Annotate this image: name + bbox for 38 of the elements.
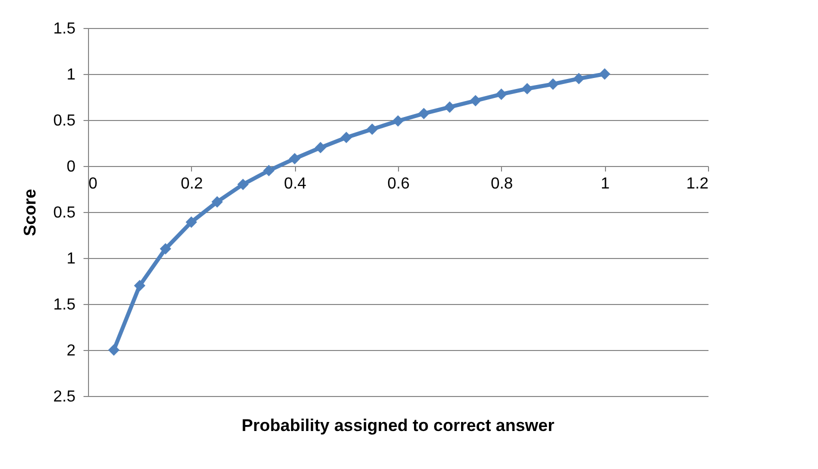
point [340, 132, 352, 144]
x-tick-label: 0.4 [284, 176, 306, 192]
point [160, 243, 172, 254]
point [211, 196, 223, 208]
x-tick-label: 1.2 [686, 176, 709, 192]
y-tick-label: 0.5 [53, 204, 76, 222]
point [134, 280, 146, 292]
y-axis-title: Score [20, 188, 40, 236]
point [573, 72, 585, 84]
x-tick-label: 0 [88, 176, 98, 192]
point [392, 115, 404, 127]
point [263, 164, 275, 176]
point [366, 124, 378, 135]
point [108, 344, 120, 356]
x-tick-label: 0.2 [180, 176, 204, 192]
y-tick-label: 1.5 [53, 20, 76, 38]
y-tick-label: 1.5 [53, 296, 76, 314]
y-tick-label: 2 [66, 342, 76, 360]
y-tick-label: 0 [66, 158, 76, 176]
x-axis-title: Probability assigned to correct answer [242, 416, 555, 435]
point [547, 78, 559, 90]
y-tick-label: 1 [66, 250, 76, 268]
y-tick-label: 0.5 [53, 112, 76, 130]
point [186, 216, 198, 228]
point [598, 68, 610, 80]
point [418, 108, 430, 120]
y-tick-label: 2.5 [53, 388, 76, 406]
point [237, 178, 249, 190]
x-tick-label: 0.6 [387, 176, 410, 192]
point [496, 88, 508, 100]
y-tick-label: 1 [66, 66, 76, 84]
x-tick-label: 0.8 [490, 176, 514, 192]
point [521, 83, 533, 94]
point [470, 94, 482, 106]
x-tick-label: 1 [600, 176, 610, 192]
point [314, 142, 326, 154]
point [288, 152, 300, 164]
point [444, 101, 456, 113]
